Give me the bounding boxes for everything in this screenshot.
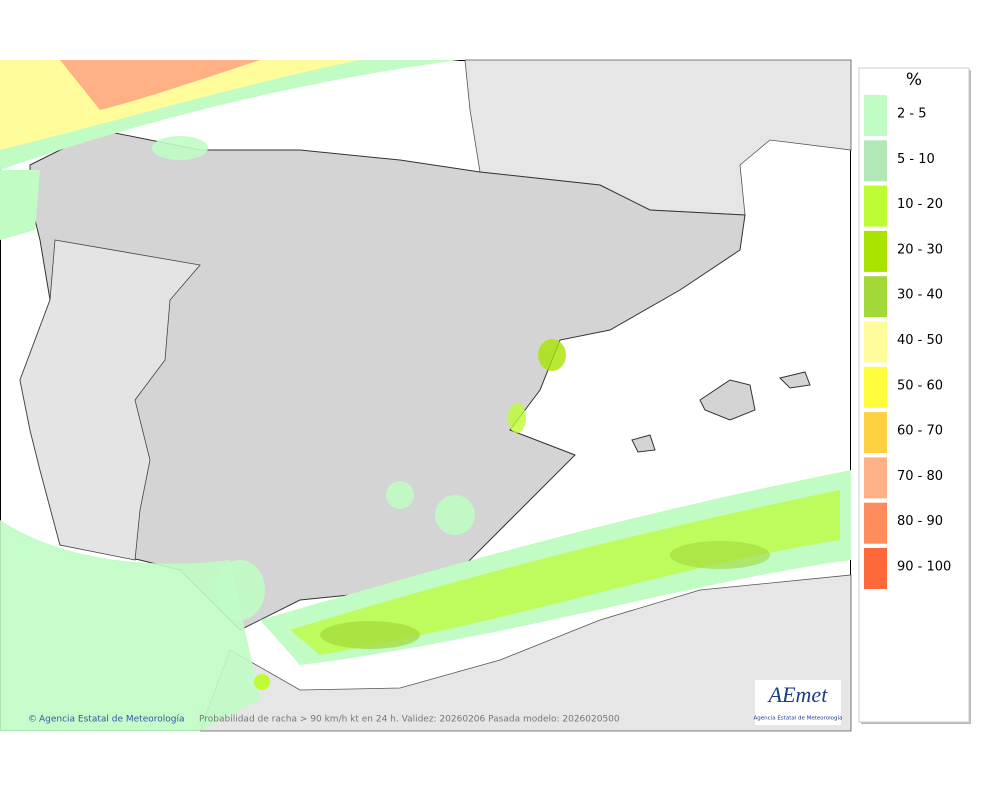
map: © Agencia Estatal de Meteorología Probab… bbox=[0, 59, 852, 732]
caption: Probabilidad de racha > 90 km/h kt en 24… bbox=[199, 715, 620, 725]
swath bbox=[386, 481, 414, 509]
swath bbox=[254, 674, 270, 690]
logo-box bbox=[755, 680, 841, 725]
africa bbox=[199, 574, 852, 732]
legend-label: 60 - 70 bbox=[897, 424, 943, 439]
legend-swatch bbox=[864, 276, 887, 318]
swath bbox=[215, 560, 265, 620]
legend-label: 2 - 5 bbox=[897, 107, 927, 122]
copyright-icon: © bbox=[28, 715, 37, 725]
legend-label: 50 - 60 bbox=[897, 378, 943, 393]
swath bbox=[60, 60, 260, 110]
legend-label: 80 - 90 bbox=[897, 514, 943, 529]
ibiza bbox=[631, 434, 656, 453]
legend-label: 20 - 30 bbox=[897, 242, 943, 257]
legend-swatch bbox=[864, 366, 887, 408]
legend-label: 40 - 50 bbox=[897, 333, 943, 348]
legend-label: 10 - 20 bbox=[897, 197, 943, 212]
legend-swatch bbox=[864, 457, 887, 499]
swath bbox=[0, 170, 40, 240]
legend-items: 2 - 5 5 - 10 10 - 20 20 - 30 30 - 40 40 - 50 5… bbox=[864, 95, 951, 589]
legend-swatch bbox=[864, 230, 887, 272]
swath bbox=[538, 339, 566, 371]
legend-swatch bbox=[864, 140, 887, 182]
legend-swatch bbox=[864, 321, 887, 363]
credit: Agencia Estatal de Meteorología bbox=[39, 715, 185, 725]
portugal bbox=[19, 239, 201, 561]
swath bbox=[670, 541, 770, 569]
legend-label: 90 - 100 bbox=[897, 560, 951, 575]
legend-swatch bbox=[864, 412, 887, 454]
swath bbox=[0, 520, 260, 731]
legend-swatch bbox=[864, 185, 887, 227]
legend: % 2 - 5 5 - 10 10 - 20 20 - 30 30 - 40 40 - 5… bbox=[858, 67, 971, 724]
legend-title: % bbox=[906, 70, 922, 90]
legend-label: 30 - 40 bbox=[897, 288, 943, 303]
swath bbox=[508, 403, 526, 433]
swath bbox=[320, 621, 420, 649]
swath bbox=[290, 490, 840, 655]
swath bbox=[152, 136, 208, 160]
logo-subtitle: Agencia Estatal de Meteorología bbox=[754, 715, 843, 722]
mallorca bbox=[699, 379, 756, 421]
legend-label: 70 - 80 bbox=[897, 469, 943, 484]
legend-swatch bbox=[864, 548, 887, 589]
legend-swatch bbox=[864, 95, 887, 136]
swath bbox=[435, 495, 475, 535]
legend-label: 5 - 10 bbox=[897, 152, 935, 167]
menorca bbox=[779, 371, 811, 389]
legend-swatch bbox=[864, 502, 887, 544]
logo-name: AEmet bbox=[767, 682, 829, 707]
